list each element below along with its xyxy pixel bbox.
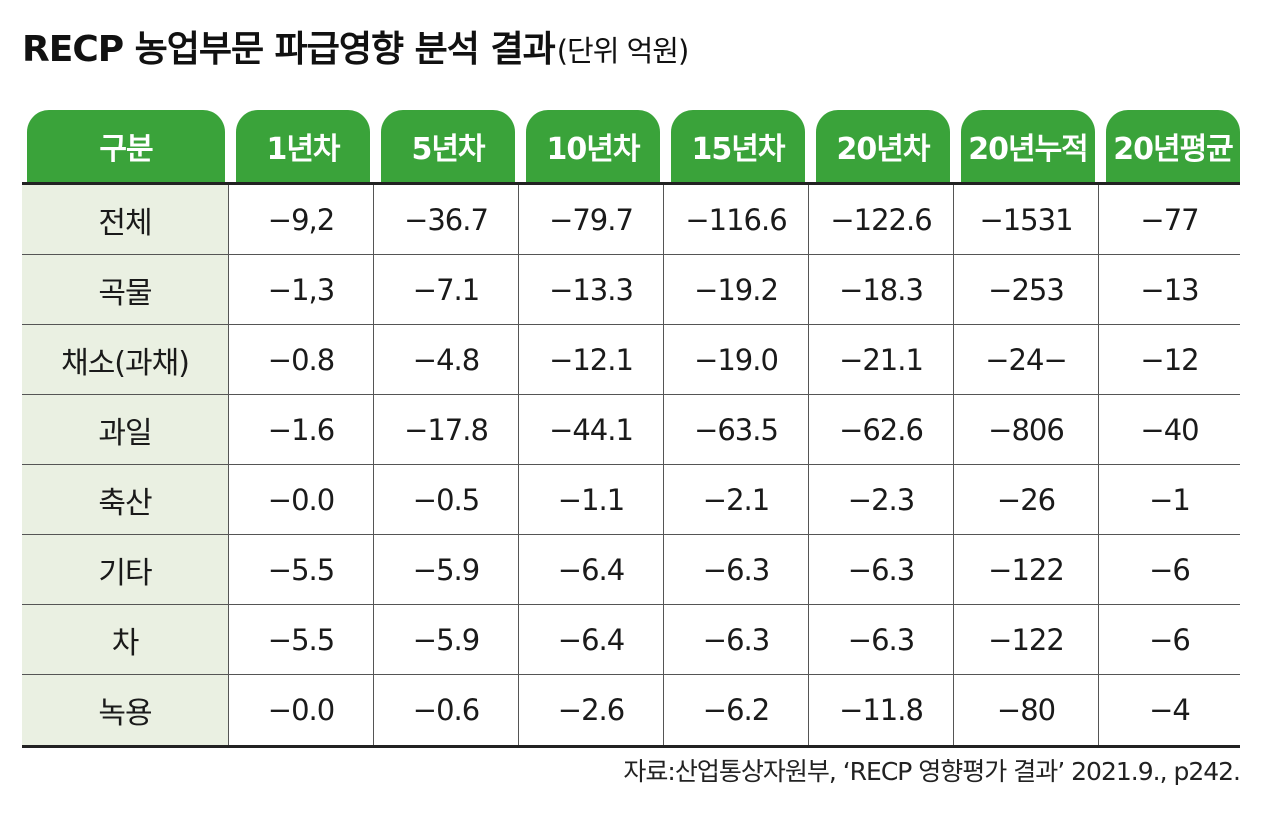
table-cell: −13 (1098, 255, 1240, 324)
column-header-cell: 구분 (22, 110, 228, 182)
table-cell: −1,3 (228, 255, 373, 324)
table-cell: −5.5 (228, 535, 373, 604)
table-cell: −36.7 (373, 185, 518, 254)
table-cell: −1 (1098, 465, 1240, 534)
row-label: 차 (22, 605, 228, 674)
row-label: 채소(과채) (22, 325, 228, 394)
table-cell: −6.4 (518, 605, 663, 674)
table-cell: −253 (953, 255, 1098, 324)
table-cell: −6.3 (663, 605, 808, 674)
table-cell: −122 (953, 535, 1098, 604)
table-header-row: 구분 1년차 5년차 10년차 15년차 20년차 20년누적 20년평균 (22, 110, 1240, 182)
table-row: 차 −5.5 −5.9 −6.4 −6.3 −6.3 −122 −6 (22, 605, 1240, 675)
table-row: 과일 −1.6 −17.8 −44.1 −63.5 −62.6 −806 −40 (22, 395, 1240, 465)
table-cell: −4.8 (373, 325, 518, 394)
table-cell: −6.2 (663, 675, 808, 745)
table-cell: −6.3 (808, 605, 953, 674)
table-cell: −0.5 (373, 465, 518, 534)
table-cell: −77 (1098, 185, 1240, 254)
title-main: RECP 농업부문 파급영향 분석 결과 (22, 29, 556, 70)
table-cell: −12 (1098, 325, 1240, 394)
table-cell: −0.6 (373, 675, 518, 745)
column-header-cell: 20년차 (808, 110, 953, 182)
table-cell: −19.2 (663, 255, 808, 324)
table-cell: −11.8 (808, 675, 953, 745)
table-cell: −13.3 (518, 255, 663, 324)
source-note: 자료:산업통상자원부, ‘RECP 영향평가 결과’ 2021.9., p242… (623, 757, 1241, 786)
table-cell: −18.3 (808, 255, 953, 324)
table-cell: −122 (953, 605, 1098, 674)
column-header: 구분 (27, 110, 225, 182)
table-cell: −6.3 (808, 535, 953, 604)
column-header: 20년평균 (1106, 110, 1240, 182)
column-header-cell: 15년차 (663, 110, 808, 182)
table-cell: −0.8 (228, 325, 373, 394)
table-row: 전체 −9,2 −36.7 −79.7 −116.6 −122.6 −1531 −77 (22, 185, 1240, 255)
column-header: 15년차 (671, 110, 805, 182)
table-cell: −6 (1098, 535, 1240, 604)
column-header-cell: 1년차 (228, 110, 373, 182)
column-header: 5년차 (381, 110, 515, 182)
title-unit: (단위 억원) (556, 34, 690, 68)
data-table: 구분 1년차 5년차 10년차 15년차 20년차 20년누적 20년평균 전체 −9,2 −36… (22, 110, 1240, 748)
table-cell: −79.7 (518, 185, 663, 254)
column-header-cell: 10년차 (518, 110, 663, 182)
column-header: 20년누적 (961, 110, 1095, 182)
column-header-cell: 5년차 (373, 110, 518, 182)
table-cell: −806 (953, 395, 1098, 464)
table-cell: −2.3 (808, 465, 953, 534)
table-row: 기타 −5.5 −5.9 −6.4 −6.3 −6.3 −122 −6 (22, 535, 1240, 605)
column-header-cell: 20년누적 (953, 110, 1098, 182)
table-cell: −5.9 (373, 535, 518, 604)
row-label: 곡물 (22, 255, 228, 324)
table-cell: −6.3 (663, 535, 808, 604)
row-label: 녹용 (22, 675, 228, 745)
table-cell: −80 (953, 675, 1098, 745)
table-cell: −7.1 (373, 255, 518, 324)
table-cell: −2.6 (518, 675, 663, 745)
table-cell: −116.6 (663, 185, 808, 254)
table-cell: −122.6 (808, 185, 953, 254)
table-cell: −63.5 (663, 395, 808, 464)
row-label: 전체 (22, 185, 228, 254)
column-header: 10년차 (526, 110, 660, 182)
table-cell: −0.0 (228, 675, 373, 745)
row-label: 기타 (22, 535, 228, 604)
table-cell: −0.0 (228, 465, 373, 534)
table-cell: −1.1 (518, 465, 663, 534)
table-cell: −62.6 (808, 395, 953, 464)
table-cell: −1531 (953, 185, 1098, 254)
table-cell: −6 (1098, 605, 1240, 674)
table-cell: −2.1 (663, 465, 808, 534)
table-cell: −19.0 (663, 325, 808, 394)
column-header: 1년차 (236, 110, 370, 182)
table-cell: −17.8 (373, 395, 518, 464)
table-cell: −24− (953, 325, 1098, 394)
row-label: 과일 (22, 395, 228, 464)
table-cell: −9,2 (228, 185, 373, 254)
table-cell: −6.4 (518, 535, 663, 604)
table-cell: −1.6 (228, 395, 373, 464)
table-cell: −40 (1098, 395, 1240, 464)
table-row: 녹용 −0.0 −0.6 −2.6 −6.2 −11.8 −80 −4 (22, 675, 1240, 745)
chart-title: RECP 농업부문 파급영향 분석 결과 (단위 억원) (22, 20, 690, 80)
table-row: 곡물 −1,3 −7.1 −13.3 −19.2 −18.3 −253 −13 (22, 255, 1240, 325)
table-row: 채소(과채) −0.8 −4.8 −12.1 −19.0 −21.1 −24− −12 (22, 325, 1240, 395)
table-row: 축산 −0.0 −0.5 −1.1 −2.1 −2.3 −26 −1 (22, 465, 1240, 535)
table-body: 전체 −9,2 −36.7 −79.7 −116.6 −122.6 −1531 −77 곡물 −1… (22, 182, 1240, 748)
table-cell: −44.1 (518, 395, 663, 464)
table-cell: −26 (953, 465, 1098, 534)
row-label: 축산 (22, 465, 228, 534)
table-cell: −5.5 (228, 605, 373, 674)
table-cell: −21.1 (808, 325, 953, 394)
column-header-cell: 20년평균 (1098, 110, 1240, 182)
column-header: 20년차 (816, 110, 950, 182)
table-cell: −4 (1098, 675, 1240, 745)
table-cell: −5.9 (373, 605, 518, 674)
table-cell: −12.1 (518, 325, 663, 394)
